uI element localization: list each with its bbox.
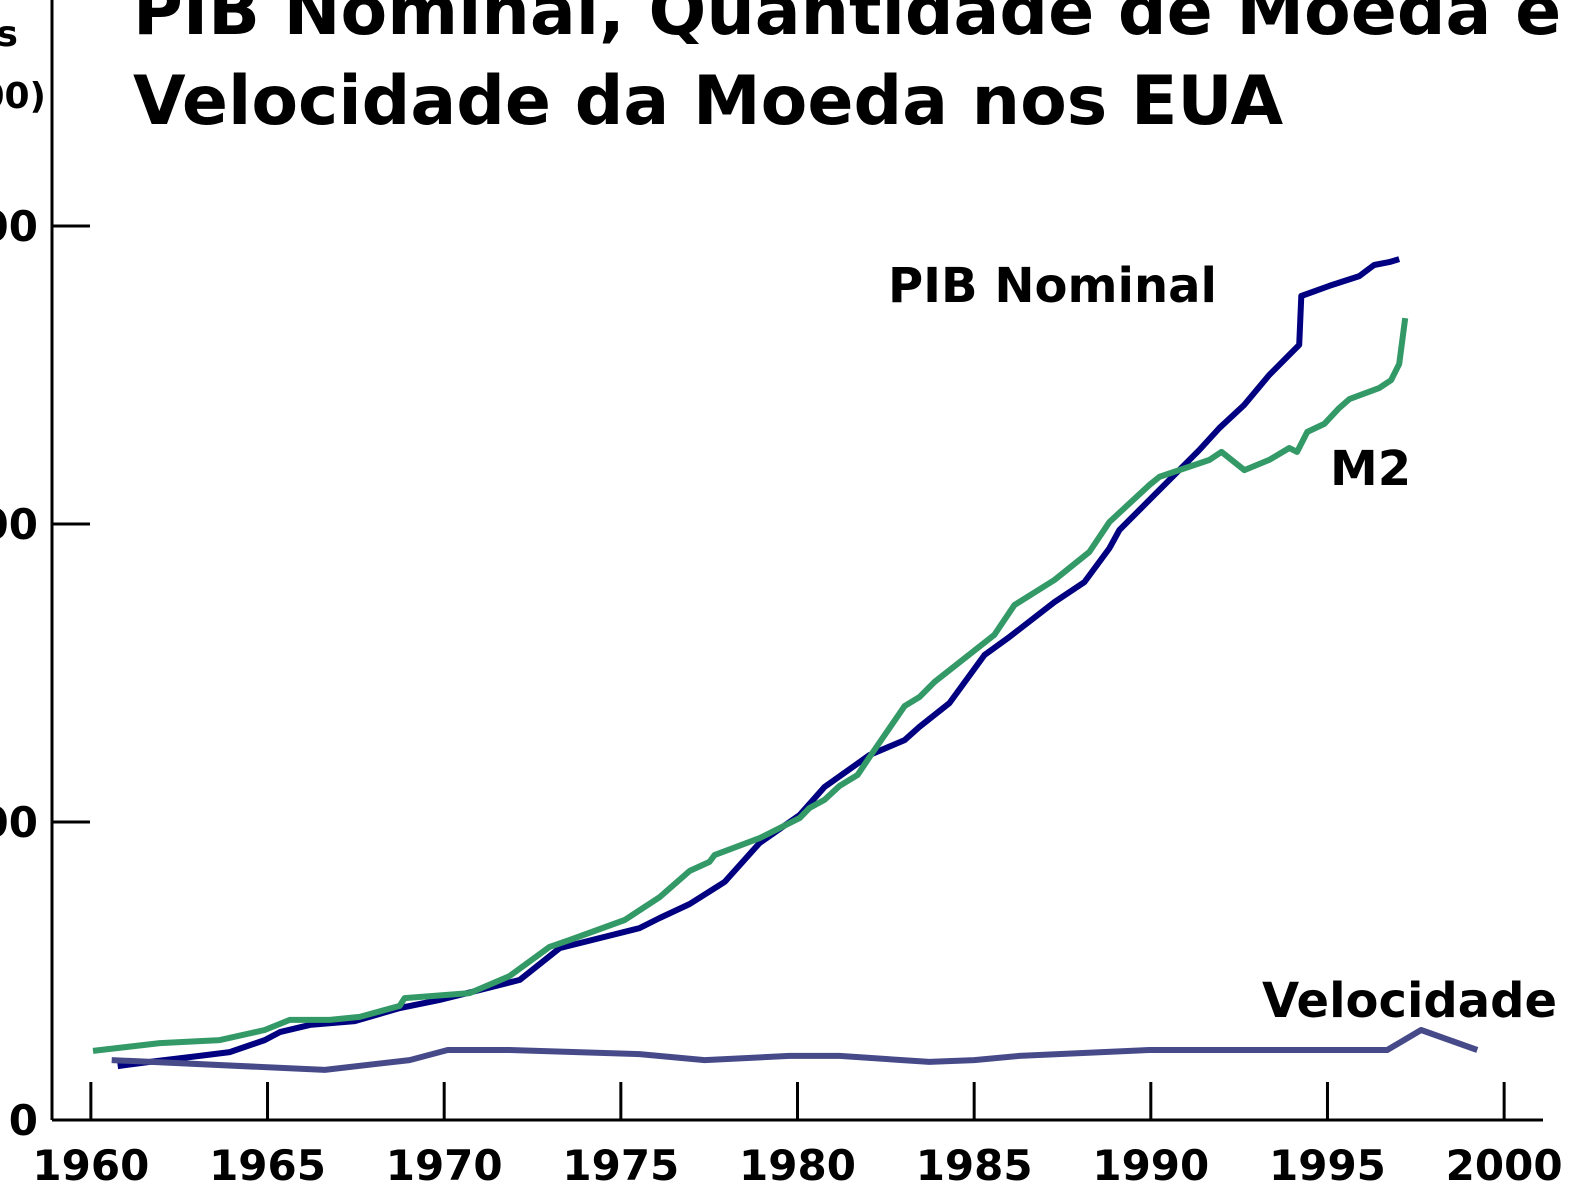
y-tick-label: 3000 — [0, 202, 38, 251]
x-tick-label: 1970 — [386, 1141, 503, 1186]
x-tick-label: 2000 — [1446, 1141, 1563, 1186]
chart-title: PIB Nominal, Quantidade de Moeda e a — [133, 0, 1570, 51]
x-tick-label: 1965 — [209, 1141, 326, 1186]
y-tick-label: 1000 — [0, 798, 38, 847]
line-series — [111, 1027, 1479, 1073]
line-series — [117, 256, 1401, 1070]
x-tick-label: 1980 — [739, 1141, 856, 1186]
y-axis-label: Índices — [0, 13, 18, 55]
series-label: Velocidade — [1262, 973, 1557, 1029]
y-tick-label: 0 — [9, 1096, 38, 1145]
y-tick-label: 2000 — [0, 500, 38, 549]
series-label: PIB Nominal — [888, 258, 1217, 314]
x-tick-label: 1985 — [916, 1141, 1033, 1186]
line-series — [92, 317, 1409, 1054]
series-label: M2 — [1330, 441, 1411, 497]
chart-title: Velocidade da Moeda nos EUA — [133, 62, 1284, 141]
x-tick-label: 1960 — [32, 1141, 149, 1186]
y-axis-label: (1960=100) — [0, 76, 46, 117]
x-tick-label: 1990 — [1092, 1141, 1209, 1186]
x-tick-label: 1975 — [562, 1141, 679, 1186]
x-tick-label: 1995 — [1269, 1141, 1386, 1186]
